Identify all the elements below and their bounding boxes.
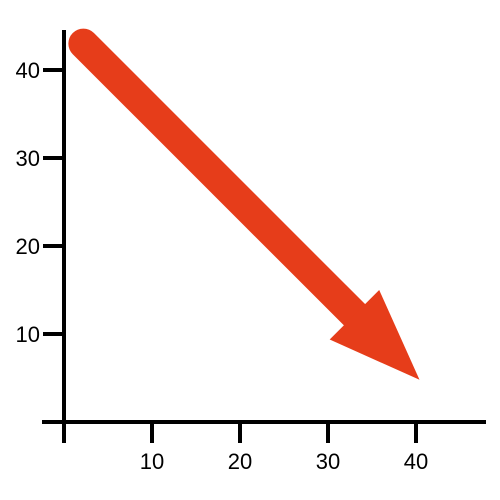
x-tick-label: 20 [228,449,252,474]
arrow-shaft [68,28,373,333]
y-tick-label: 10 [16,322,40,347]
x-tick-label: 40 [404,449,428,474]
y-tick-label: 40 [16,58,40,83]
x-tick-label: 30 [316,449,340,474]
series [68,28,420,380]
y-tick-label: 20 [16,234,40,259]
ticks: 10 20 30 40 10 20 30 40 [16,58,429,474]
y-tick-label: 30 [16,146,40,171]
arrow-head [329,290,420,380]
x-tick-label: 10 [140,449,164,474]
axes [42,30,486,443]
